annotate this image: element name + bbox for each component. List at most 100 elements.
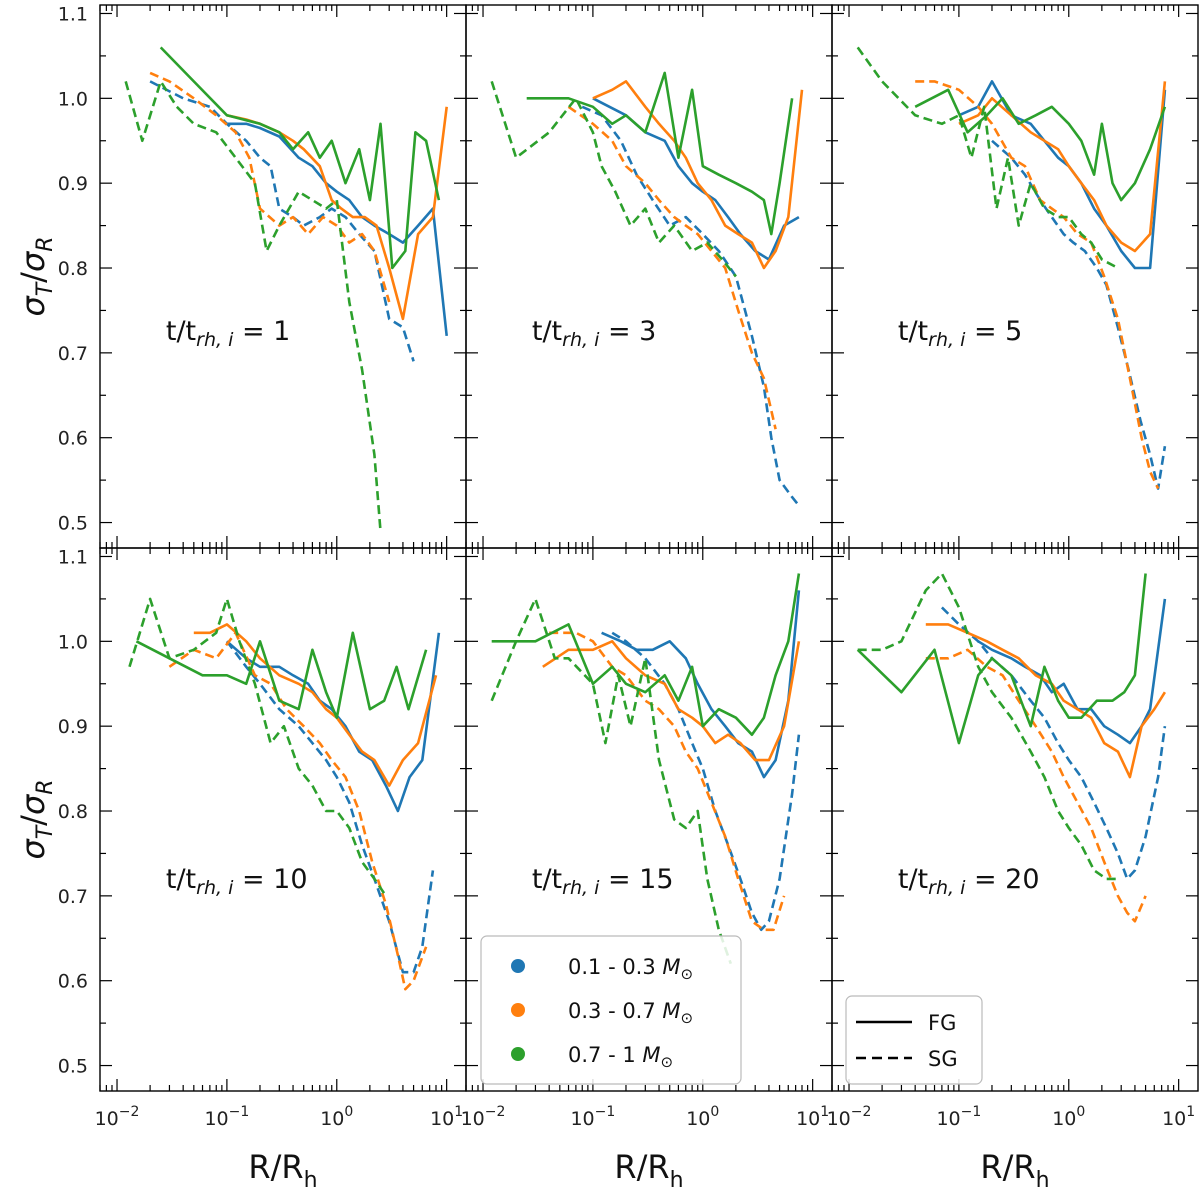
x-ticks — [99, 5, 448, 548]
series-group — [856, 572, 1167, 923]
legend-bin-unit: M — [662, 955, 680, 979]
x-tick-base: 10 — [686, 1108, 710, 1130]
legend-label-bin3: 0.7 - 1 M⊙ — [568, 1043, 673, 1071]
series-line-sg-bin1 — [225, 640, 435, 974]
panel-frame — [831, 547, 1199, 1092]
x-title-sub: h — [304, 1168, 318, 1189]
x-tick-base: 10 — [570, 1108, 594, 1130]
x-tick-exponent: 0 — [1076, 1104, 1085, 1120]
legend-bin-range: 0.7 - 1 — [568, 1043, 642, 1067]
y-title-slash: / — [14, 815, 52, 826]
panel-label-suffix: = 5 — [965, 316, 1022, 347]
x-title-main: R/R — [980, 1148, 1035, 1186]
x-tick-exponent: −1 — [229, 1104, 250, 1120]
x-tick-base: 10 — [204, 1108, 228, 1130]
x-tick-base: 10 — [936, 1108, 960, 1130]
legend-marker-bin2 — [511, 1003, 525, 1017]
x-axis-title: R/Rh — [248, 1148, 317, 1189]
x-tick-base: 10 — [430, 1108, 454, 1130]
series-group — [128, 597, 441, 991]
series-line-fg-bin2 — [193, 623, 438, 787]
panel-label-subscript: rh, i — [562, 877, 600, 899]
series-line-fg-bin1 — [601, 590, 801, 779]
x-tick-base: 10 — [1052, 1108, 1076, 1130]
panel-label-prefix: t/t — [166, 316, 196, 347]
panel-label-suffix: = 3 — [599, 316, 656, 347]
x-tick-exponent: 0 — [710, 1104, 719, 1120]
series-line-sg-bin3 — [128, 597, 387, 897]
x-tick-label: 100 — [320, 1104, 353, 1130]
panel-label-subscript: rh, i — [196, 329, 234, 351]
series-line-sg-bin1 — [611, 631, 801, 932]
panel-label-subscript: rh, i — [196, 877, 234, 899]
x-tick-label: 10−2 — [461, 1104, 506, 1130]
x-tick-exponent: −2 — [851, 1104, 872, 1120]
series-line-fg-bin2 — [925, 623, 1167, 779]
panel-label-suffix: = 1 — [233, 316, 290, 347]
panel-label-prefix: t/t — [898, 316, 928, 347]
x-tick-base: 10 — [796, 1108, 820, 1130]
panel-time-label: t/trh, i = 3 — [532, 316, 656, 351]
x-tick-exponent: −1 — [961, 1104, 982, 1120]
panel-time-label: t/trh, i = 10 — [166, 864, 308, 899]
y-ticks — [100, 12, 466, 524]
x-tick-base: 10 — [827, 1108, 851, 1130]
y-ticks — [832, 12, 1198, 524]
x-tick-exponent: 1 — [454, 1104, 463, 1120]
panel-label-suffix: = 10 — [233, 864, 307, 895]
series-line-fg-bin3 — [526, 71, 794, 236]
x-tick-exponent: 1 — [1186, 1104, 1195, 1120]
y-title-slash: / — [14, 272, 52, 283]
x-title-main: R/R — [248, 1148, 303, 1186]
x-tick-label: 100 — [1052, 1104, 1085, 1130]
legend-bin-range: 0.1 - 0.3 — [568, 955, 662, 979]
panel-time-label: t/trh, i = 5 — [898, 316, 1022, 351]
legend-mass-bins: 0.1 - 0.3 M⊙0.3 - 0.7 M⊙0.7 - 1 M⊙ — [480, 935, 742, 1085]
panel-label-suffix: = 15 — [599, 864, 673, 895]
legend-mass-frame — [480, 935, 742, 1085]
series-group — [490, 573, 801, 965]
panel-1: 0.5 0.6 0.7 0.8 0.9 1.0 1.1 t/trh, i = 1 — [58, 3, 467, 549]
x-tick-base: 10 — [461, 1108, 485, 1130]
x-ticks — [831, 548, 1180, 1091]
y-tick-label: 0.9 — [58, 173, 88, 195]
x-tick-base: 10 — [320, 1108, 344, 1130]
y-tick-label: 1.1 — [58, 546, 88, 568]
y-ticks — [466, 12, 832, 524]
series-line-sg-bin2 — [925, 648, 1147, 923]
legend-populations: FG SG — [845, 995, 983, 1085]
series-line-fg-bin3 — [135, 631, 428, 719]
series-line-sg-bin2 — [549, 631, 786, 932]
series-line-sg-bin3 — [857, 572, 1118, 881]
panel-4: 0.50.60.70.80.91.01.110−2 10−1 100 101t/trh… — [58, 546, 467, 1130]
series-line-fg-bin1 — [226, 122, 448, 337]
y-title-sub: T — [33, 281, 58, 296]
x-axis-title: R/Rh — [980, 1148, 1049, 1189]
series-group — [856, 46, 1167, 490]
series-group — [490, 71, 804, 507]
x-tick-label: 10−2 — [827, 1104, 872, 1130]
x-tick-base: 10 — [95, 1108, 119, 1130]
series-group — [124, 46, 448, 532]
series-line-sg-bin2 — [149, 71, 391, 303]
y-tick-label: 1.1 — [58, 3, 88, 25]
y-tick-label: 0.8 — [58, 258, 88, 280]
y-tick-label: 0.5 — [58, 1056, 88, 1078]
panel-2: t/trh, i = 3 — [465, 4, 833, 549]
x-tick-exponent: −1 — [595, 1104, 616, 1120]
x-axis-title: R/Rh — [614, 1148, 683, 1189]
y-tick-label: 0.5 — [58, 513, 88, 535]
series-line-sg-bin2 — [567, 105, 777, 430]
x-tick-base: 10 — [1162, 1108, 1186, 1130]
series-line-fg-bin3 — [856, 573, 1147, 745]
panel-time-label: t/trh, i = 15 — [532, 864, 674, 899]
y-ticks — [100, 555, 466, 1067]
x-tick-exponent: −2 — [119, 1104, 140, 1120]
y-ticks — [466, 555, 832, 1067]
legend-bin-sun: ⊙ — [681, 1009, 694, 1027]
y-tick-label: 0.6 — [58, 971, 88, 993]
panel-label-prefix: t/t — [898, 864, 928, 895]
panel-time-label: t/trh, i = 20 — [898, 864, 1040, 899]
